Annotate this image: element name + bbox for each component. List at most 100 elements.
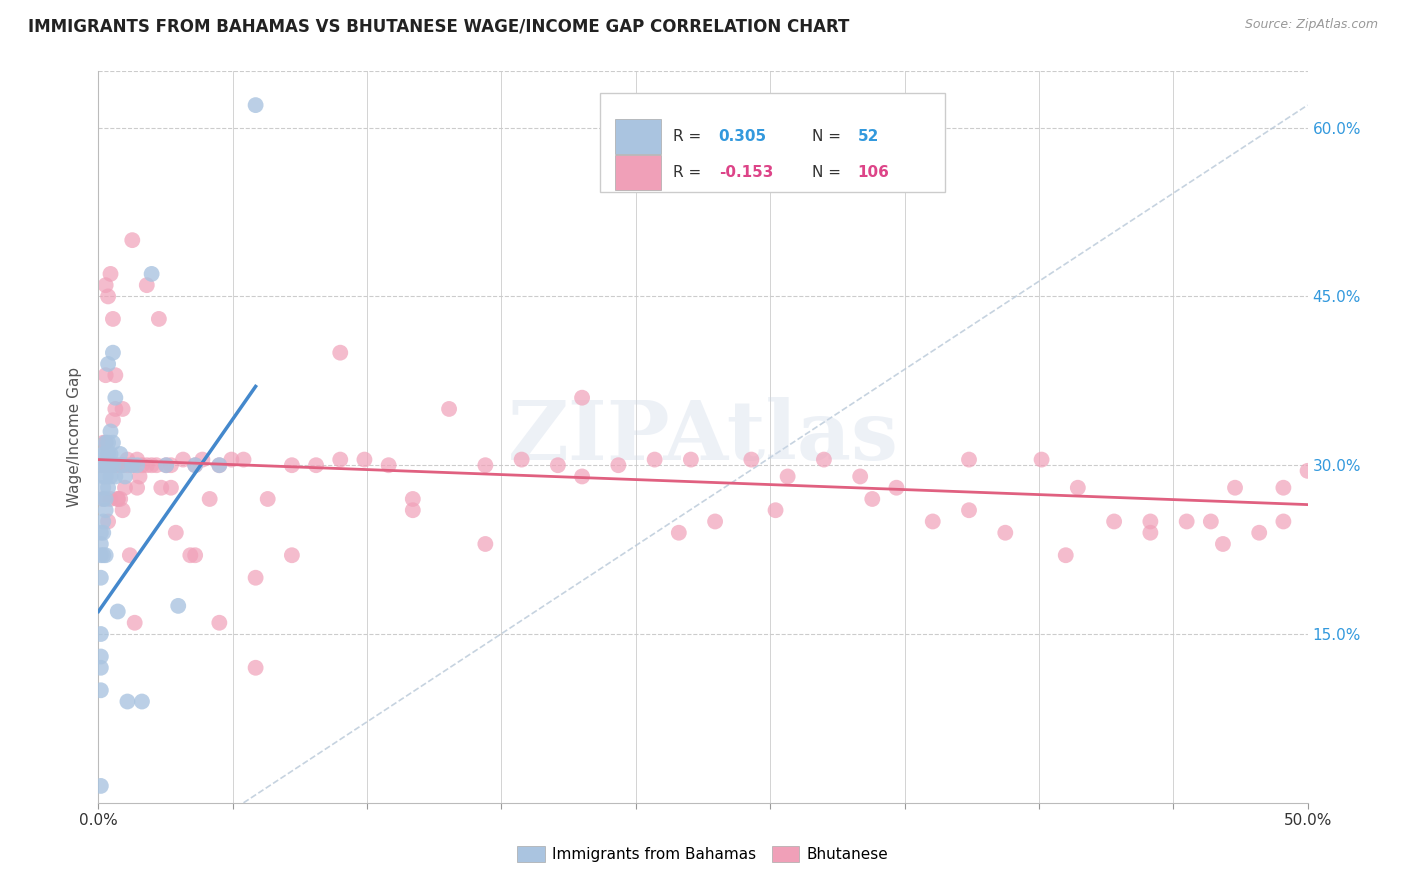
Text: N =: N =	[811, 165, 845, 180]
Text: Source: ZipAtlas.com: Source: ZipAtlas.com	[1244, 18, 1378, 31]
Point	[148, 312, 170, 326]
Text: R =: R =	[672, 129, 706, 145]
Point	[886, 481, 908, 495]
Point	[127, 481, 149, 495]
Point	[232, 452, 254, 467]
Point	[155, 458, 177, 473]
Point	[101, 312, 124, 326]
Point	[957, 452, 980, 467]
Point	[145, 458, 167, 473]
Point	[353, 452, 375, 467]
Point	[114, 469, 136, 483]
Point	[256, 491, 278, 506]
Point	[208, 615, 231, 630]
Text: ZIPAtlas: ZIPAtlas	[508, 397, 898, 477]
Point	[94, 435, 117, 450]
Point	[107, 491, 129, 506]
Point	[135, 278, 157, 293]
Point	[1212, 537, 1234, 551]
Point	[221, 452, 243, 467]
Point	[90, 683, 112, 698]
Point	[474, 458, 496, 473]
Point	[100, 458, 122, 473]
Point	[1175, 515, 1198, 529]
Point	[91, 548, 114, 562]
Point	[111, 503, 134, 517]
Point	[165, 525, 187, 540]
Point	[94, 491, 117, 506]
Point	[117, 452, 139, 467]
Point	[208, 458, 231, 473]
Point	[107, 605, 129, 619]
Point	[402, 503, 425, 517]
Point	[97, 515, 120, 529]
Point	[108, 447, 131, 461]
Point	[104, 401, 127, 416]
Point	[813, 452, 835, 467]
Point	[245, 661, 267, 675]
Point	[184, 548, 207, 562]
Point	[184, 458, 207, 473]
Point	[97, 435, 120, 450]
Point	[97, 458, 120, 473]
Point	[1296, 464, 1319, 478]
Point	[121, 458, 143, 473]
Point	[91, 458, 114, 473]
Point	[97, 481, 120, 495]
Point	[994, 525, 1017, 540]
Point	[1223, 481, 1246, 495]
Point	[547, 458, 569, 473]
Point	[245, 98, 267, 112]
Point	[167, 599, 190, 613]
Point	[94, 469, 117, 483]
Point	[100, 267, 122, 281]
Point	[104, 469, 127, 483]
Point	[1139, 515, 1161, 529]
Point	[281, 548, 304, 562]
Point	[104, 391, 127, 405]
Point	[101, 345, 124, 359]
Point	[135, 458, 157, 473]
Point	[91, 469, 114, 483]
Point	[90, 571, 112, 585]
Point	[127, 458, 149, 473]
Point	[90, 458, 112, 473]
Point	[155, 458, 177, 473]
Point	[644, 452, 666, 467]
Point	[191, 452, 214, 467]
Point	[111, 458, 134, 473]
Point	[776, 469, 799, 483]
Point	[117, 458, 139, 473]
Point	[179, 548, 201, 562]
Point	[100, 469, 122, 483]
Point	[172, 452, 194, 467]
Text: IMMIGRANTS FROM BAHAMAS VS BHUTANESE WAGE/INCOME GAP CORRELATION CHART: IMMIGRANTS FROM BAHAMAS VS BHUTANESE WAG…	[28, 18, 849, 36]
Point	[765, 503, 787, 517]
Point	[101, 413, 124, 427]
Point	[198, 491, 221, 506]
Point	[474, 537, 496, 551]
Point	[704, 515, 727, 529]
Point	[94, 458, 117, 473]
FancyBboxPatch shape	[600, 94, 945, 192]
Point	[607, 458, 630, 473]
Point	[571, 391, 593, 405]
Point	[94, 458, 117, 473]
Point	[104, 458, 127, 473]
Point	[849, 469, 872, 483]
Point	[160, 458, 183, 473]
Text: R =: R =	[672, 165, 706, 180]
Point	[104, 368, 127, 383]
Point	[94, 447, 117, 461]
Point	[1199, 515, 1222, 529]
Point	[100, 447, 122, 461]
Point	[305, 458, 328, 473]
Point	[160, 481, 183, 495]
Point	[510, 452, 533, 467]
Point	[90, 779, 112, 793]
Bar	[614, 154, 661, 190]
Point	[141, 267, 163, 281]
Point	[281, 458, 304, 473]
Point	[1031, 452, 1053, 467]
Point	[184, 458, 207, 473]
